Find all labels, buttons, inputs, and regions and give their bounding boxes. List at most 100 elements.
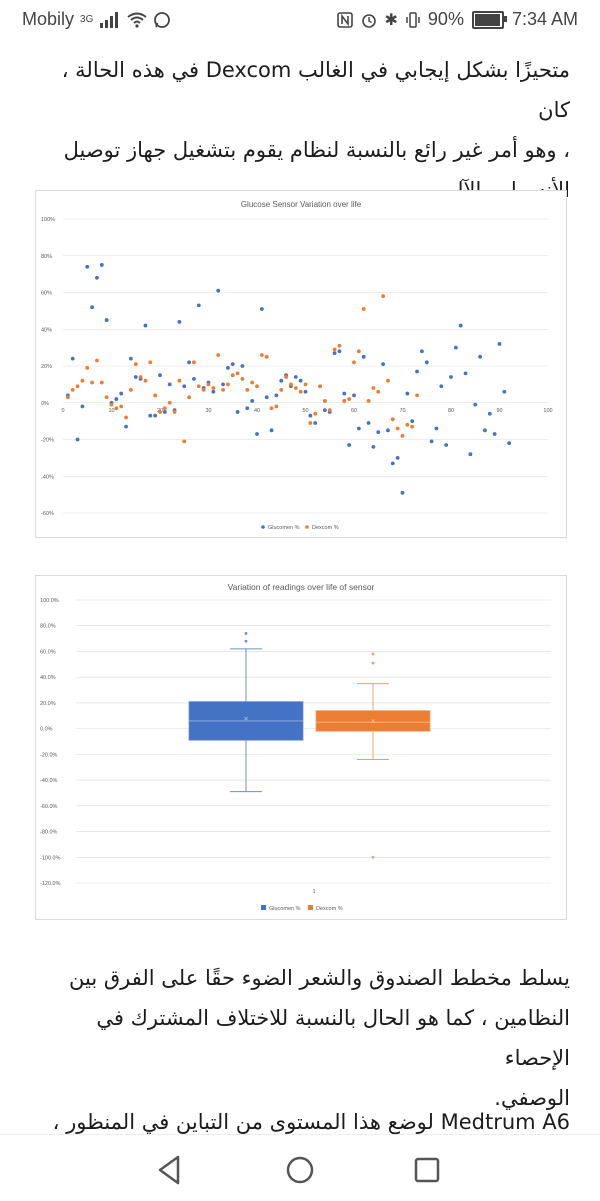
scatter-point bbox=[415, 393, 419, 398]
scatter-point bbox=[337, 349, 342, 354]
scatter-point bbox=[75, 437, 80, 442]
scatter-point bbox=[298, 378, 303, 383]
scatter-point bbox=[313, 411, 318, 416]
legend-marker bbox=[305, 525, 309, 529]
y-tick-label: -80.0% bbox=[40, 830, 58, 836]
scatter-point bbox=[153, 393, 158, 398]
scatter-point bbox=[240, 364, 245, 368]
scatter-point bbox=[162, 410, 167, 414]
scatter-point bbox=[463, 371, 468, 376]
y-tick-label: 60.0% bbox=[40, 649, 56, 655]
scatter-point bbox=[90, 305, 94, 310]
scatter-point bbox=[439, 384, 444, 389]
chart-title: Glucose Sensor Variation over life bbox=[241, 200, 362, 209]
scatter-point bbox=[264, 354, 269, 359]
y-tick-label: 80.0% bbox=[40, 624, 56, 630]
nfc-icon bbox=[336, 11, 353, 28]
scatter-point bbox=[293, 375, 298, 379]
battery-icon bbox=[471, 10, 507, 29]
scatter-point bbox=[449, 375, 453, 379]
box-body bbox=[188, 701, 304, 741]
scatter-point bbox=[250, 399, 255, 403]
text-line: يسلط مخطط الصندوق والشعر الضوء حقًا على … bbox=[69, 966, 570, 990]
scatter-point bbox=[420, 349, 424, 354]
scatter-point bbox=[153, 413, 158, 418]
scatter-point bbox=[226, 382, 230, 387]
scatter-point bbox=[434, 426, 439, 431]
scatter-point bbox=[70, 356, 75, 361]
scatter-point bbox=[143, 378, 148, 383]
scatter-point bbox=[172, 410, 177, 414]
scatter-point bbox=[114, 406, 119, 411]
scatter-point bbox=[119, 404, 124, 409]
chart-title: Variation of readings over life of senso… bbox=[228, 582, 375, 592]
scatter-point bbox=[158, 373, 162, 378]
scatter-point bbox=[99, 380, 104, 385]
scatter-point bbox=[129, 387, 133, 392]
scatter-point bbox=[507, 441, 512, 446]
y-tick-label: 100.0% bbox=[40, 598, 59, 604]
scatter-point bbox=[395, 426, 400, 431]
scatter-point bbox=[366, 399, 371, 403]
x-tick-label: 0 bbox=[61, 408, 64, 414]
scatter-point bbox=[376, 430, 381, 435]
scatter-point bbox=[356, 426, 361, 431]
scatter-point bbox=[182, 439, 187, 444]
status-right: ✱ 90% 7:34 AM bbox=[336, 9, 578, 30]
scatter-point bbox=[453, 345, 458, 350]
back-triangle-icon[interactable] bbox=[152, 1153, 186, 1187]
scatter-point bbox=[255, 432, 259, 436]
scatter-chart: Glucose Sensor Variation over life100%80… bbox=[41, 200, 553, 531]
y-tick-label: 80% bbox=[41, 254, 52, 260]
scatter-point bbox=[279, 387, 284, 392]
scatter-point bbox=[327, 408, 332, 412]
scatter-point bbox=[162, 406, 167, 411]
scatter-point bbox=[269, 428, 274, 433]
y-tick-label: -40% bbox=[41, 474, 54, 480]
scatter-point bbox=[226, 365, 230, 370]
x-tick-label: 80 bbox=[448, 408, 454, 414]
y-tick-label: 40.0% bbox=[40, 675, 56, 681]
outlier-point bbox=[371, 661, 375, 665]
home-circle-icon[interactable] bbox=[283, 1153, 317, 1187]
article-paragraph-1: متحيزًا بشكل إيجابي في الغالب Dexcom في … bbox=[30, 50, 570, 210]
text-line: Medtrum A6 لوضع هذا المستوى من التباين ف… bbox=[52, 1110, 570, 1134]
scatter-point bbox=[148, 413, 153, 418]
scatter-point bbox=[70, 387, 75, 392]
x-tick-label: 40 bbox=[254, 408, 260, 414]
scatter-point bbox=[99, 263, 104, 267]
navigation-bar bbox=[0, 1134, 600, 1201]
x-tick-label: 60 bbox=[351, 408, 357, 414]
text-line: متحيزًا بشكل إيجابي في الغالب Dexcom في … bbox=[61, 58, 570, 122]
box-body bbox=[315, 710, 431, 732]
scatter-point bbox=[240, 376, 245, 381]
scatter-point bbox=[269, 406, 274, 411]
scatter-point bbox=[415, 369, 419, 374]
y-tick-label: -60.0% bbox=[40, 804, 58, 810]
y-tick-label: -120.0% bbox=[40, 881, 61, 887]
scatter-point bbox=[143, 323, 148, 328]
scatter-point bbox=[284, 375, 288, 379]
y-tick-label: 20.0% bbox=[40, 701, 56, 707]
battery-percent: 90% bbox=[427, 9, 464, 29]
scatter-point bbox=[133, 362, 138, 367]
scatter-chart-image[interactable]: Glucose Sensor Variation over life 100% 80… bbox=[35, 190, 567, 538]
y-tick-label: 0.0% bbox=[40, 727, 53, 733]
boxplot-chart-image[interactable]: Variation of readings over life of senso… bbox=[35, 575, 567, 920]
scatter-point bbox=[410, 419, 415, 424]
scatter-point bbox=[386, 428, 390, 433]
x-tick-label: 30 bbox=[205, 408, 211, 414]
y-tick-label: -100.0% bbox=[40, 855, 61, 861]
scatter-point bbox=[332, 347, 337, 352]
x-tick-label: 90 bbox=[496, 408, 502, 414]
scatter-point bbox=[497, 342, 502, 346]
scatter-point bbox=[303, 382, 308, 387]
outlier-point bbox=[371, 855, 375, 859]
scatter-point bbox=[119, 391, 124, 396]
scatter-point bbox=[405, 422, 410, 427]
y-tick-label: -40.0% bbox=[40, 778, 58, 784]
article-paragraph-3: Medtrum A6 لوضع هذا المستوى من التباين ف… bbox=[30, 1102, 570, 1134]
text-line: النظامين ، كما هو الحال بالنسبة للاختلاف… bbox=[96, 1006, 570, 1070]
recents-square-icon[interactable] bbox=[410, 1153, 444, 1187]
scatter-point bbox=[80, 378, 85, 383]
